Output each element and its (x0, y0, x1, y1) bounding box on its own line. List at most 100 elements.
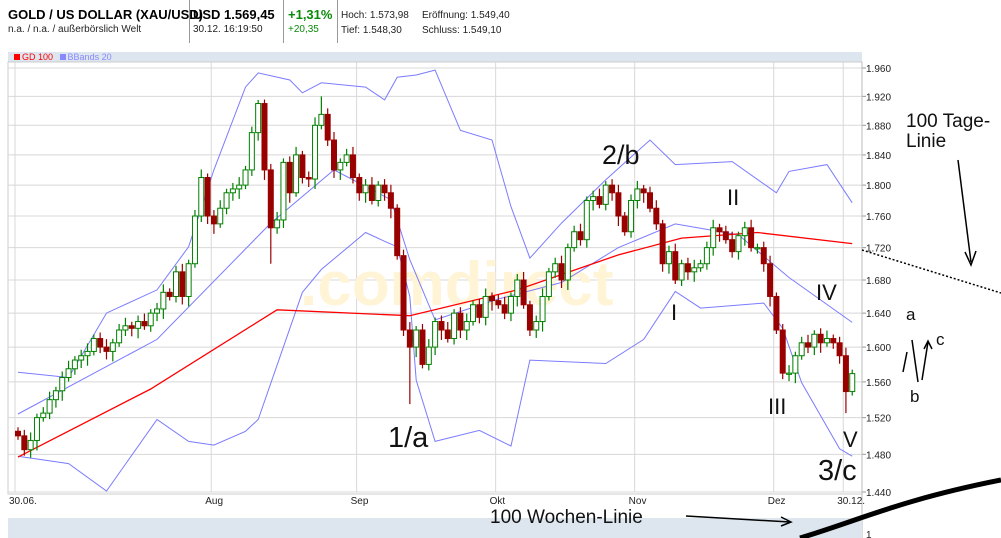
candle (729, 231, 736, 258)
candle-body (368, 184, 375, 201)
candle (109, 338, 116, 362)
candle-body (84, 350, 91, 357)
candle (305, 171, 312, 188)
candle-body (754, 247, 761, 250)
y-tick-label: 1.920 (866, 92, 891, 103)
y-tick-label: 1.960 (866, 64, 891, 75)
candle-body (394, 207, 401, 257)
x-tick-label: Dez (768, 496, 786, 507)
candle-body (147, 312, 154, 327)
candle-body (482, 295, 489, 318)
candle (684, 257, 691, 280)
candle (842, 347, 849, 414)
candle (21, 429, 28, 456)
candle (324, 108, 331, 147)
candle-body (805, 342, 811, 348)
candle-body (836, 342, 843, 357)
candle-body (387, 192, 394, 209)
candle-body (331, 139, 337, 171)
candle-body (697, 263, 704, 269)
candle-body (160, 291, 167, 310)
candle-body (748, 227, 755, 249)
candle-body (767, 263, 774, 297)
candle (849, 369, 856, 396)
candle-body (286, 161, 293, 194)
candle-body (362, 184, 369, 194)
candle (179, 263, 186, 305)
candle-body (280, 161, 287, 221)
candle (495, 294, 502, 309)
legend-bbands[interactable]: BBands 20 (67, 52, 112, 62)
candle (419, 324, 426, 369)
candle (65, 360, 72, 382)
candle (760, 241, 767, 272)
wave-label-II: II (727, 185, 739, 210)
candle-body (198, 176, 205, 217)
candle (811, 330, 818, 356)
candle-body (128, 325, 135, 329)
candle (362, 179, 369, 203)
candle-body (672, 251, 679, 281)
previous-close: Schluss: 1.549,10 (422, 25, 502, 36)
candle-body (255, 103, 262, 134)
candle-body (615, 192, 622, 217)
wave-label-IV: IV (816, 280, 837, 305)
candle-body (312, 124, 319, 180)
arrow-line (957, 159, 972, 263)
divider (189, 0, 190, 43)
candle (356, 173, 363, 201)
instrument-exchange: n.a. / n.a. / außerbörslich Welt (8, 24, 142, 35)
candle (425, 339, 432, 371)
candle (128, 321, 135, 337)
candle (659, 219, 666, 272)
candle (394, 204, 401, 260)
arrowhead-icon (780, 516, 793, 527)
candle-body (248, 132, 255, 171)
candle-body (375, 184, 382, 201)
candle (457, 307, 464, 339)
candle (141, 313, 148, 330)
candle (647, 186, 653, 213)
candle (299, 150, 306, 184)
candle-body (665, 251, 672, 265)
wave-label-I: I (671, 300, 677, 325)
candle (678, 259, 685, 286)
candle-body (684, 263, 691, 273)
wave-stroke (902, 351, 908, 373)
candle (552, 257, 559, 278)
candle (830, 334, 837, 349)
candle (210, 210, 217, 234)
candle-body (141, 321, 148, 327)
candle (116, 324, 123, 347)
candle-body (229, 188, 236, 194)
grid (7, 61, 863, 495)
candle-body (210, 215, 217, 225)
candle-body (413, 329, 420, 348)
candle-body (830, 338, 837, 344)
change-absolute: +20,35 (288, 24, 319, 35)
candle (640, 184, 647, 203)
candle (71, 356, 78, 375)
x-tick-label: 30.06. (9, 496, 37, 507)
candle (236, 177, 243, 199)
candle (691, 259, 698, 282)
y-tick-label: 1.440 (866, 488, 891, 499)
candle-body (261, 103, 268, 171)
candle-body (647, 192, 653, 209)
candle-body (735, 235, 742, 253)
candle (786, 365, 793, 382)
candle-body (634, 188, 641, 201)
candle-body (135, 321, 142, 329)
candle-body (729, 239, 736, 253)
candle (154, 302, 161, 322)
chart-legend: GD 100 BBands 20 (8, 52, 862, 62)
day-low: Tief: 1.548,30 (341, 25, 402, 36)
candle-body (552, 263, 559, 273)
candle (798, 336, 805, 360)
candle-body (33, 417, 40, 441)
candle-body (640, 188, 647, 194)
candle-body (274, 219, 281, 229)
candle-body (507, 295, 514, 314)
legend-gd100[interactable]: GD 100 (22, 52, 54, 62)
candle (261, 99, 268, 180)
